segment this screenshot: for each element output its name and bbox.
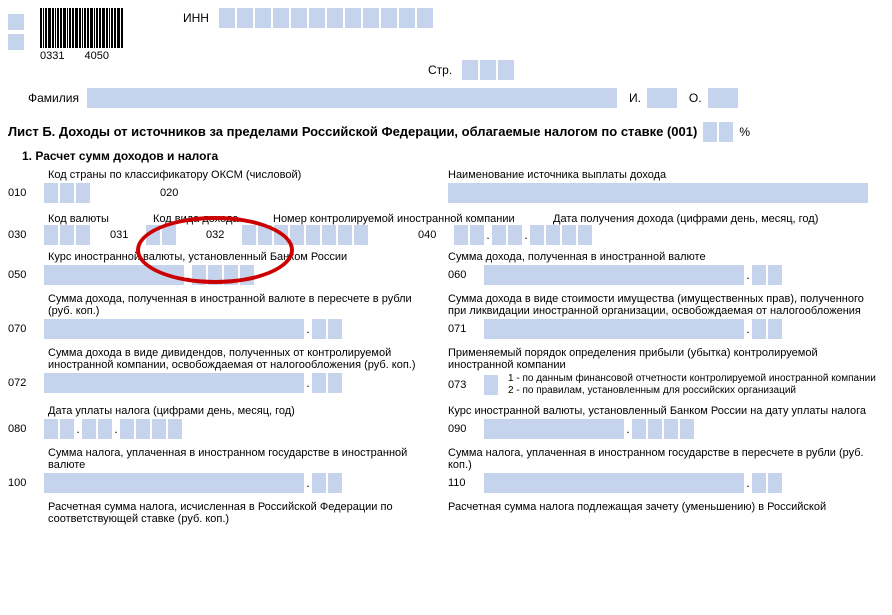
- lfoot-left-label: Расчетная сумма налога, исчисленная в Ро…: [48, 501, 428, 525]
- input-030[interactable]: [44, 225, 90, 245]
- code-010: 010: [8, 187, 44, 199]
- code-080: 080: [8, 423, 44, 435]
- l050-label: Курс иностранной валюты, установленный Б…: [48, 251, 428, 263]
- code-050: 050: [8, 269, 44, 281]
- l070-label: Сумма дохода, полученная в иностранной в…: [48, 293, 428, 317]
- l010-left-label: Код страны по классификатору ОКСМ (число…: [48, 169, 428, 181]
- input-070[interactable]: .: [44, 319, 342, 339]
- o-input[interactable]: [708, 88, 738, 108]
- o-label: О.: [689, 91, 702, 105]
- code-030: 030: [8, 229, 44, 241]
- l073-label: Применяемый порядок определения прибыли …: [448, 347, 878, 371]
- input-032[interactable]: [242, 225, 368, 245]
- section1-title: 1. Расчет сумм доходов и налога: [22, 149, 884, 163]
- input-072[interactable]: .: [44, 373, 342, 393]
- l080-label: Дата уплаты налога (цифрами день, месяц,…: [48, 405, 428, 417]
- lfoot-right-label: Расчетная сумма налога подлежащая зачету…: [448, 501, 878, 513]
- input-080[interactable]: . .: [44, 419, 182, 439]
- l030-label1: Код валюты: [48, 213, 153, 225]
- l072-label: Сумма дохода в виде дивидендов, полученн…: [48, 347, 428, 371]
- marker-box-2: [8, 34, 24, 50]
- page-input[interactable]: [462, 60, 514, 80]
- input-071[interactable]: .: [484, 319, 782, 339]
- code-073: 073: [448, 379, 484, 391]
- input-090[interactable]: .: [484, 419, 694, 439]
- barcode-icon: [40, 8, 123, 48]
- code-020: 020: [160, 187, 196, 199]
- barcode-block: 0331 4050: [40, 8, 123, 62]
- surname-label: Фамилия: [28, 91, 79, 105]
- input-031[interactable]: [146, 225, 176, 245]
- l090-label: Курс иностранной валюты, установленный Б…: [448, 405, 878, 417]
- l100-label: Сумма налога, уплаченная в иностранном г…: [48, 447, 428, 471]
- input-073[interactable]: [484, 375, 498, 395]
- input-040[interactable]: . .: [454, 225, 592, 245]
- code-100: 100: [8, 477, 44, 489]
- l030-label3: Номер контролируемой иностранной компани…: [273, 213, 553, 225]
- l110-label: Сумма налога, уплаченная в иностранном г…: [448, 447, 878, 471]
- input-100[interactable]: .: [44, 473, 342, 493]
- l030-label2: Код вида дохода: [153, 213, 273, 225]
- code-110: 110: [448, 477, 484, 489]
- percent-sign: %: [739, 125, 750, 139]
- l060-label: Сумма дохода, полученная в иностранной в…: [448, 251, 878, 263]
- code-090: 090: [448, 423, 484, 435]
- code-032: 032: [206, 229, 242, 241]
- code-031: 031: [110, 229, 146, 241]
- input-010[interactable]: [44, 183, 90, 203]
- inn-input[interactable]: [219, 8, 433, 28]
- code-040: 040: [418, 229, 454, 241]
- input-020[interactable]: [448, 183, 868, 203]
- i-input[interactable]: [647, 88, 677, 108]
- i-label: И.: [629, 91, 641, 105]
- code-060: 060: [448, 269, 484, 281]
- l030-label4: Дата получения дохода (цифрами день, мес…: [553, 213, 818, 225]
- input-050[interactable]: .: [44, 265, 254, 285]
- marker-box-1: [8, 14, 24, 30]
- code-071: 071: [448, 323, 484, 335]
- l073-note1: 1 - по данным финансовой отчетности конт…: [508, 373, 876, 385]
- barcode-num-1: 0331: [40, 50, 64, 62]
- l010-right-label: Наименование источника выплаты дохода: [448, 169, 878, 181]
- page-label: Стр.: [428, 63, 452, 77]
- rate-input[interactable]: [703, 122, 733, 142]
- code-072: 072: [8, 377, 44, 389]
- code-070: 070: [8, 323, 44, 335]
- page-title: Лист Б. Доходы от источников за пределам…: [8, 124, 697, 139]
- input-110[interactable]: .: [484, 473, 782, 493]
- l071-label: Сумма дохода в виде стоимости имущества …: [448, 293, 878, 317]
- input-060[interactable]: .: [484, 265, 782, 285]
- inn-label: ИНН: [183, 11, 209, 25]
- barcode-num-2: 4050: [84, 50, 108, 62]
- l073-note2: 2 - по правилам, установленным для росси…: [508, 385, 876, 397]
- surname-input[interactable]: [87, 88, 617, 108]
